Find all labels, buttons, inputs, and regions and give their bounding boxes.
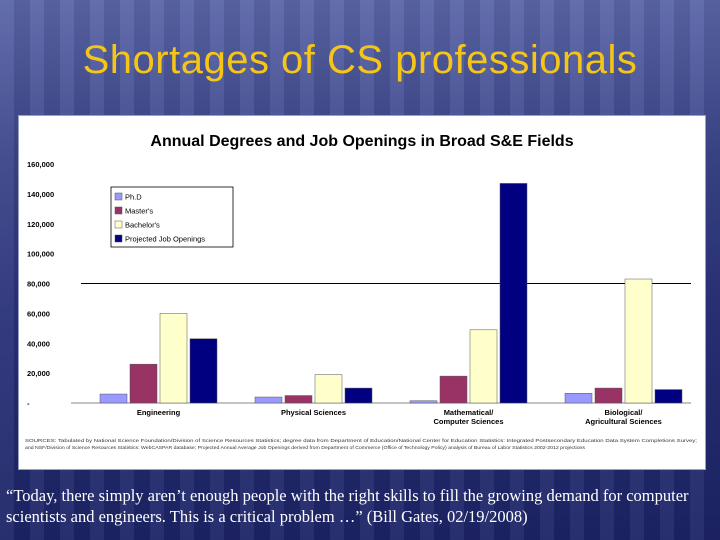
legend-label: Master's: [125, 207, 153, 216]
y-tick-label: 80,000: [27, 280, 50, 289]
x-category-label: Agricultural Sciences: [585, 417, 662, 426]
bar: [564, 393, 593, 404]
x-category-label: Mathematical/: [444, 408, 495, 417]
source-note: and NSF/Division of Science Resources St…: [25, 445, 586, 450]
legend-swatch: [114, 206, 123, 215]
y-tick-label: 160,000: [27, 160, 54, 169]
bar: [654, 389, 683, 404]
legend-label: Projected Job Openings: [125, 235, 205, 244]
bar: [409, 400, 438, 404]
bar: [499, 183, 528, 404]
bar: [159, 313, 188, 404]
chart-title: Annual Degrees and Job Openings in Broad…: [150, 133, 573, 150]
y-tick-label: 140,000: [27, 190, 54, 199]
x-category-label: Physical Sciences: [281, 408, 346, 417]
y-tick-label: 60,000: [27, 309, 50, 318]
source-note: SOURCES: Tabulated by National Science F…: [25, 438, 697, 443]
bar: [189, 338, 218, 404]
bar: [254, 396, 283, 404]
bar: [594, 387, 623, 404]
bar: [624, 278, 653, 404]
legend-swatch: [114, 192, 123, 201]
chart-panel: Annual Degrees and Job Openings in Broad…: [18, 115, 706, 470]
bar: [314, 374, 343, 404]
bar: [284, 395, 313, 404]
bar: [469, 329, 498, 404]
slide-title: Shortages of CS professionals: [82, 38, 638, 82]
y-tick-label: 40,000: [27, 339, 50, 348]
legend-swatch: [114, 220, 123, 229]
y-tick-label: -: [27, 399, 30, 408]
bar: [129, 363, 158, 404]
legend-label: Ph.D: [125, 193, 142, 202]
bar: [344, 387, 373, 404]
quote-text: “Today, there simply aren’t enough peopl…: [6, 486, 689, 526]
x-category-label: Biological/: [605, 408, 644, 417]
bar-chart: Annual Degrees and Job Openings in Broad…: [25, 133, 697, 450]
legend-swatch: [114, 234, 123, 243]
y-tick-label: 120,000: [27, 220, 54, 229]
bar: [439, 375, 468, 404]
y-tick-label: 20,000: [27, 369, 50, 378]
y-tick-label: 100,000: [27, 250, 54, 259]
x-category-label: Engineering: [137, 408, 181, 417]
bar: [99, 393, 128, 404]
legend-box: [110, 186, 234, 248]
legend-label: Bachelor's: [125, 221, 160, 230]
x-category-label: Computer Sciences: [433, 417, 503, 426]
